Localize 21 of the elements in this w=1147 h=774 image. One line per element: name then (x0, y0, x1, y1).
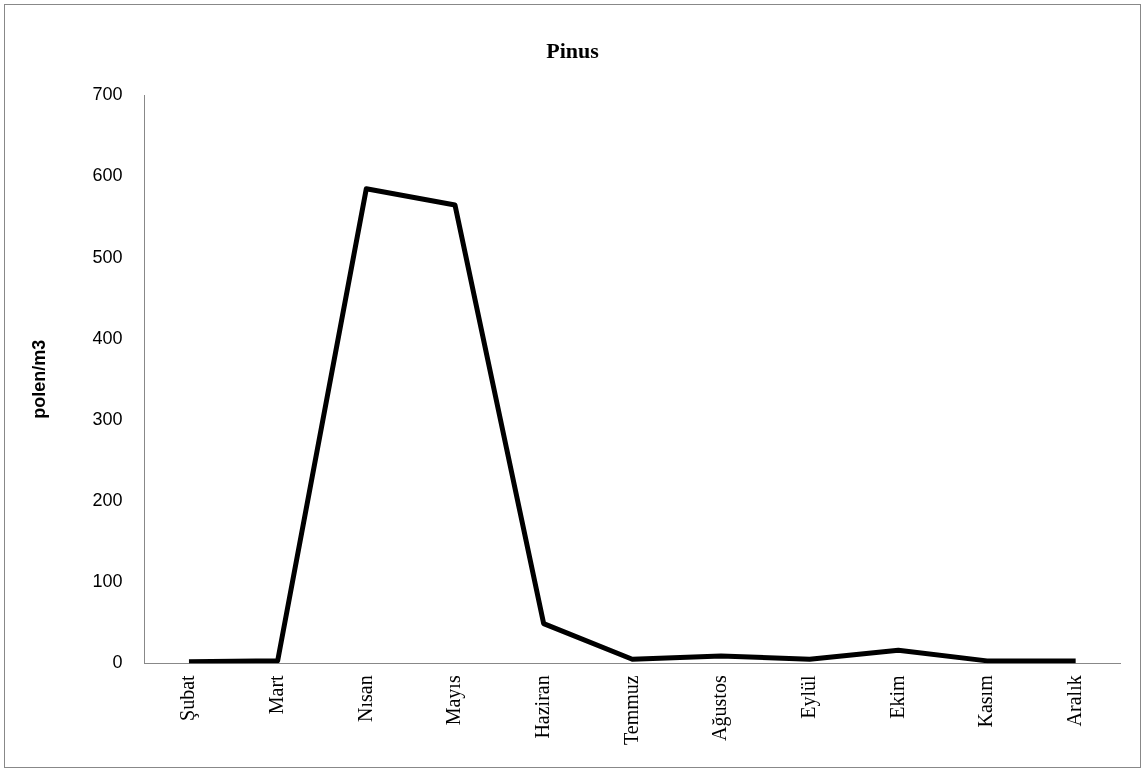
x-tick-label: Ekim (885, 674, 908, 719)
x-tick-label: Haziran (530, 675, 553, 739)
x-tick-label: Mayıs (442, 675, 466, 726)
x-tick-label: Şubat (176, 674, 200, 721)
chart-title: Pinus (546, 37, 600, 63)
y-tick-label: 200 (92, 490, 123, 511)
x-tick-label: Eylül (796, 674, 820, 719)
y-tick-label: 0 (112, 652, 123, 673)
y-tick-label: 500 (92, 246, 123, 267)
x-tick-label: Aralık (1062, 675, 1085, 727)
x-tick-label: Temmuz (619, 675, 642, 745)
y-axis-title: polen/m3 (28, 339, 49, 419)
x-tick-label: Mart (264, 674, 287, 715)
y-tick-label: 600 (92, 165, 123, 186)
x-tick-label: Kasım (974, 674, 997, 728)
y-tick-label: 100 (92, 571, 123, 592)
x-tick-label: Nısan (353, 675, 376, 722)
x-tick-label: Ağustos (708, 675, 732, 741)
y-tick-label: 300 (92, 408, 123, 429)
y-tick-label: 400 (92, 327, 123, 348)
y-tick-label: 700 (92, 84, 123, 105)
